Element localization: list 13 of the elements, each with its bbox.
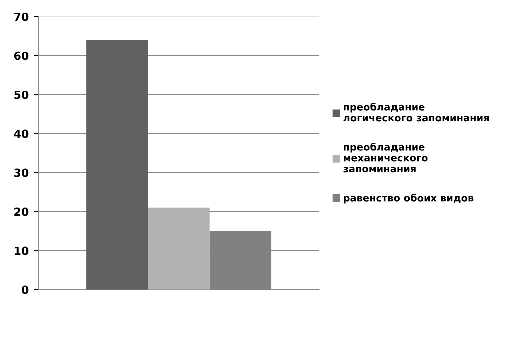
y-tick-label: 20 — [14, 208, 29, 216]
y-tick-label: 60 — [14, 52, 29, 60]
y-tick-label: 30 — [14, 168, 29, 178]
y-tick-label: 10 — [14, 246, 29, 256]
y-tick-label: 0 — [22, 286, 29, 294]
legend-label: преобладание механического запоминания — [344, 143, 428, 173]
y-tick-label: 50 — [14, 90, 29, 100]
bar — [148, 208, 210, 290]
bar — [86, 40, 148, 290]
y-tick-label: 40 — [14, 130, 29, 138]
y-tick-label: 70 — [14, 12, 29, 22]
legend-label: преобладание логического запоминания — [344, 102, 490, 122]
legend-label: равенство обоих видов — [344, 194, 474, 204]
